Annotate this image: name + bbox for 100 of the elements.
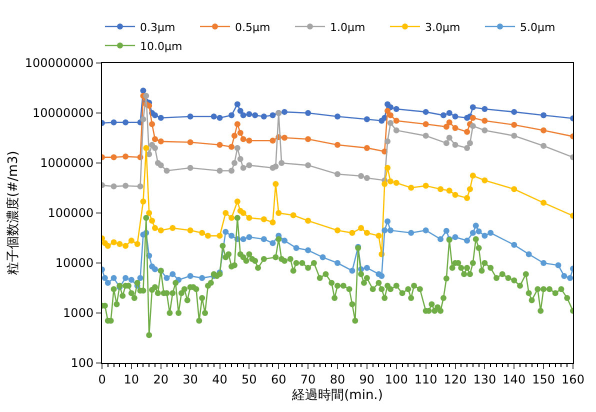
point [408,184,414,191]
point [358,225,364,232]
point [282,108,288,115]
point [228,144,235,150]
point [305,162,312,168]
point [290,212,296,218]
point [272,181,279,188]
y-tick-label: 1000000 [40,156,94,170]
y-tick-label: 100000 [48,206,94,220]
point [240,136,246,142]
point [446,119,452,126]
point [540,112,547,118]
point [152,225,158,232]
point [364,230,370,236]
point [216,142,223,148]
point [387,178,394,184]
point [216,114,223,121]
point [422,121,429,128]
point [110,154,117,160]
point [158,138,164,144]
point [231,132,238,139]
point [482,118,488,124]
point [382,181,388,188]
point [540,127,547,134]
x-tick-label: 110 [414,372,438,386]
point [384,108,391,114]
point [270,219,276,226]
point [470,122,476,129]
point [260,114,267,120]
y-tick-label: 10000000 [32,106,94,120]
point [511,186,518,192]
point [443,124,450,130]
point [246,162,252,168]
point [187,139,194,146]
point [246,111,252,118]
point [170,225,176,232]
point [464,144,470,151]
point [216,168,223,174]
point [240,210,246,216]
point [364,144,370,151]
point [470,104,476,110]
point [334,114,340,120]
point [128,238,134,244]
x-axis-title: 経過時間(min.) [291,388,383,403]
point [260,216,267,222]
legend-label: 1.0μm [330,20,366,34]
point [246,138,252,144]
point [349,230,356,236]
x-tick-label: 10 [124,372,140,386]
point [104,242,111,249]
point [149,218,156,224]
point [122,119,129,126]
x-tick-label: 100 [384,372,408,386]
point [199,230,206,236]
point [384,164,391,171]
point [466,186,473,192]
point [146,210,152,216]
point [187,114,194,120]
point [231,160,238,166]
point [466,140,473,146]
point [393,118,400,124]
point [440,112,446,118]
point [158,227,164,234]
x-tick-label: 140 [502,372,526,386]
point [210,114,217,120]
point [228,168,235,174]
point [222,210,229,216]
x-tick-label: 80 [330,372,346,386]
point [438,186,444,192]
point [237,156,244,162]
x-tick-label: 40 [212,372,228,386]
y-tick-label: 100 [70,356,94,370]
legend-label: 5.0μm [520,20,556,34]
x-tick-label: 130 [473,372,496,386]
x-tick-label: 30 [182,372,198,386]
point [387,112,394,118]
x-tick-label: 50 [242,372,257,386]
point [364,175,370,182]
point [376,232,382,239]
x-tick-label: 20 [153,372,169,386]
point [140,116,146,122]
point [464,194,470,201]
point [452,142,458,148]
point [270,112,276,118]
point [110,119,117,126]
point [305,136,312,142]
x-tick-label: 160 [562,372,584,386]
point [216,232,223,239]
point [446,110,452,116]
point [422,132,429,139]
point [110,239,117,246]
point [470,114,476,121]
point [270,138,276,144]
point [511,108,518,115]
x-tick-label: 150 [532,372,556,386]
point [511,122,518,128]
point [240,164,246,171]
point [482,106,488,112]
point [158,162,164,168]
point [540,142,547,149]
